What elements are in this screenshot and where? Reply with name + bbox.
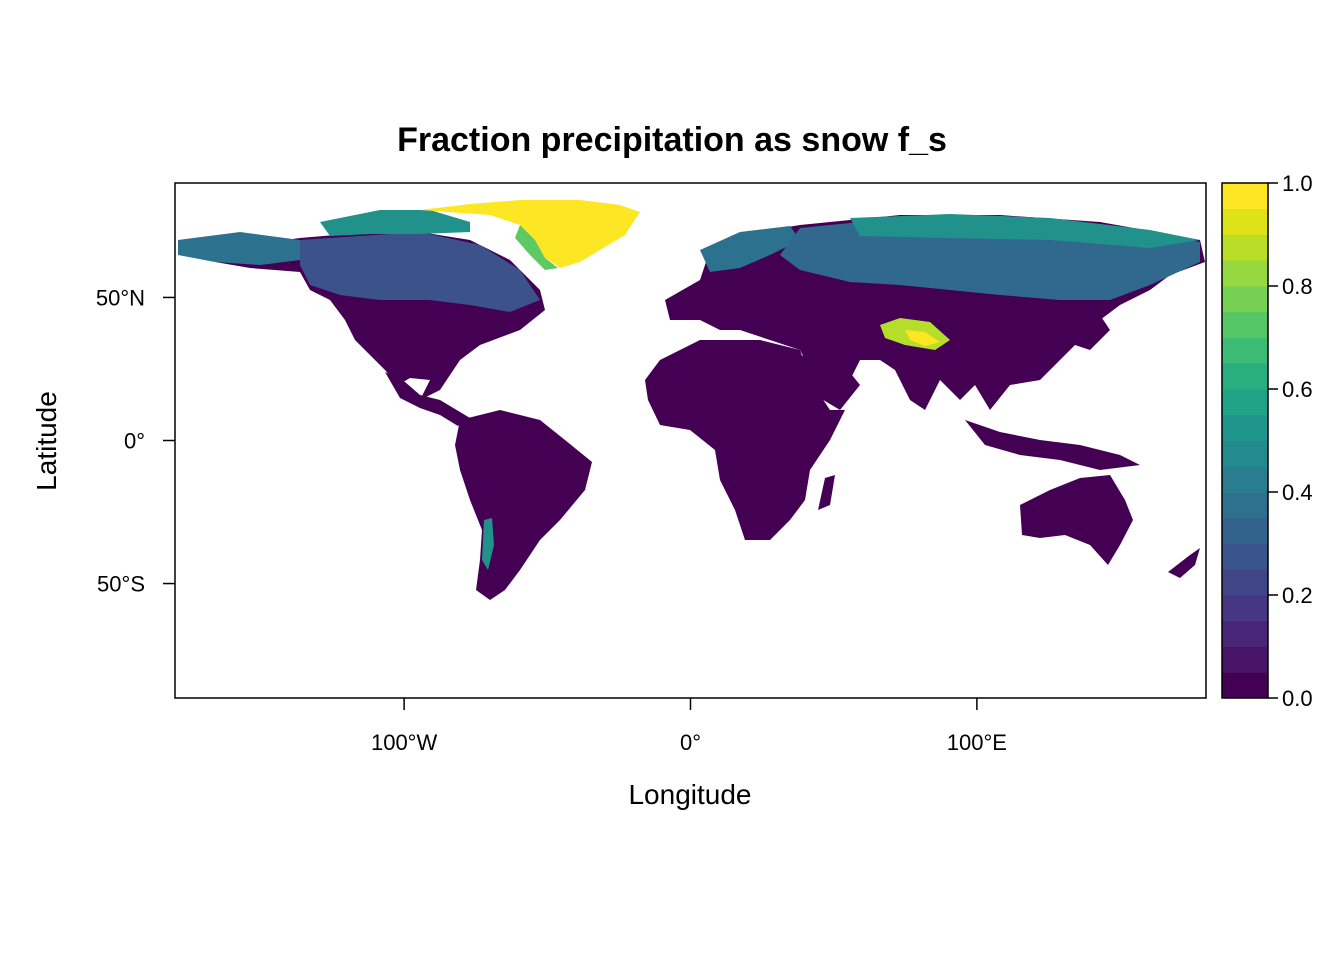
colorbar-step <box>1222 414 1268 441</box>
arabia-landmass <box>795 355 860 410</box>
y-tick-label: 50°N <box>96 285 145 310</box>
x-tick-label: 100°W <box>371 730 438 755</box>
colorbar-step <box>1222 234 1268 261</box>
japan-landmass <box>1075 312 1110 350</box>
x-tick-label: 0° <box>680 730 701 755</box>
madagascar-landmass <box>818 475 835 510</box>
colorbar-step <box>1222 389 1268 416</box>
colorbar-step <box>1222 208 1268 235</box>
colorbar-step <box>1222 337 1268 364</box>
y-tick-label: 0° <box>124 429 145 454</box>
scandinavia-snow-region <box>700 226 800 272</box>
arctic-canada-snow-region <box>320 210 470 236</box>
x-axis: 100°W 0° 100°E <box>371 698 1007 755</box>
colorbar-step <box>1222 620 1268 647</box>
colorbar-tick-label: 0.0 <box>1282 686 1313 711</box>
maritime-southeast-asia-landmass <box>965 420 1140 470</box>
colorbar-step <box>1222 363 1268 390</box>
map-panel <box>178 200 1205 600</box>
colorbar: 0.0 0.2 0.4 0.6 0.8 1.0 <box>1221 171 1313 711</box>
colorbar-step <box>1222 286 1268 313</box>
colorbar-step <box>1222 492 1268 519</box>
y-axis: 50°N 0° 50°S <box>96 285 175 597</box>
colorbar-tick-label: 0.2 <box>1282 583 1313 608</box>
northern-siberia-snow-region <box>850 214 1200 248</box>
tibetan-plateau-peak-region <box>905 330 940 346</box>
andes-snow-region <box>482 518 494 570</box>
colorbar-step <box>1222 569 1268 596</box>
colorbar-step <box>1222 672 1268 699</box>
colorbar-step <box>1222 183 1268 210</box>
canada-snow-region <box>300 232 540 312</box>
x-tick-label: 100°E <box>947 730 1007 755</box>
colorbar-tick-label: 0.4 <box>1282 480 1313 505</box>
greenland-snow-region <box>420 200 640 268</box>
greenland-margin-region <box>515 225 558 270</box>
land-raster <box>178 200 1205 600</box>
colorbar-step <box>1222 311 1268 338</box>
colorbar-step <box>1222 543 1268 570</box>
colorbar-tick-label: 0.8 <box>1282 274 1313 299</box>
colorbar-tick-label: 1.0 <box>1282 171 1313 196</box>
colorbar-step <box>1222 440 1268 467</box>
colorbar-frame <box>1221 182 1269 699</box>
alaska-snow-region <box>178 232 300 265</box>
new-zealand-landmass <box>1168 548 1200 578</box>
australia-landmass <box>1020 475 1133 565</box>
colorbar-step <box>1222 595 1268 622</box>
colorbar-step <box>1222 466 1268 493</box>
x-axis-label: Longitude <box>628 779 751 810</box>
colorbar-step <box>1222 260 1268 287</box>
colorbar-step <box>1222 646 1268 673</box>
colorbar-step <box>1222 517 1268 544</box>
y-tick-label: 50°S <box>97 572 145 597</box>
colorbar-tick-label: 0.6 <box>1282 377 1313 402</box>
map-title: Fraction precipitation as snow f_s <box>397 121 947 159</box>
south-america-landmass <box>455 410 592 600</box>
africa-landmass <box>645 340 845 540</box>
y-axis-label: Latitude <box>31 391 62 491</box>
central-america-landmass <box>385 372 470 426</box>
